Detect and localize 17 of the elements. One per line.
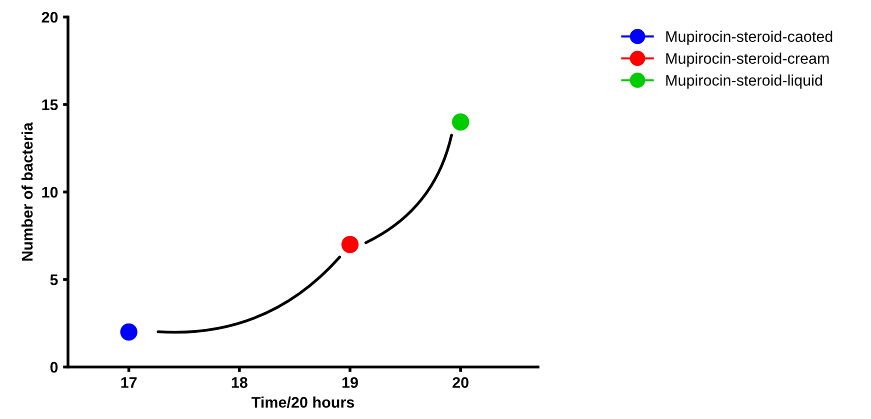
- y-tick-label: 5: [50, 274, 58, 286]
- point: [341, 236, 359, 254]
- x-tick-label: 17: [121, 377, 137, 388]
- x-tick-label: 19: [342, 377, 358, 388]
- legend-label: Mupirocin-steroid-cream: [666, 52, 829, 67]
- y-tick-label: 20: [42, 12, 58, 23]
- point: [452, 113, 470, 131]
- point: [120, 323, 138, 341]
- legend-label: Mupirocin-steroid-caoted: [666, 30, 832, 45]
- y-tick-label: 10: [42, 186, 58, 198]
- x-tick-label: 18: [232, 377, 248, 388]
- y-axis-title: Number of bacteria: [21, 122, 33, 261]
- y-tick-label: 0: [50, 362, 58, 373]
- x-tick-label: 20: [452, 377, 468, 388]
- y-tick-label: 15: [42, 100, 58, 110]
- legend-label: Mupirocin-steroid-liquid: [666, 74, 822, 89]
- x-axis-title: Time/20 hours: [252, 396, 354, 408]
